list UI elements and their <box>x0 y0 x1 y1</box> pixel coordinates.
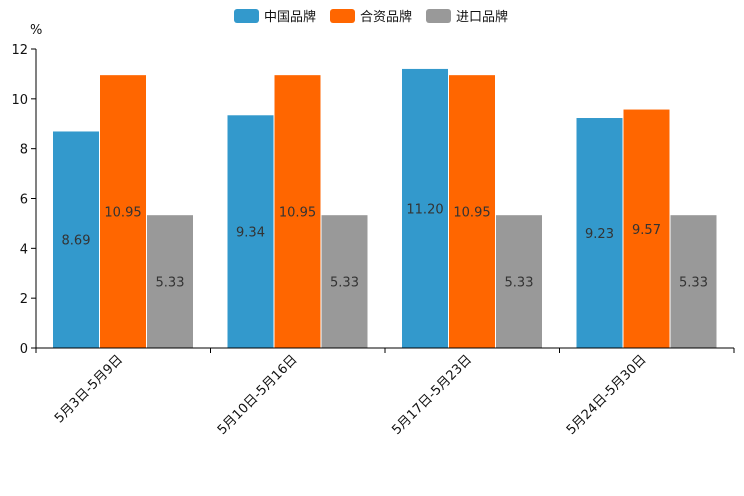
bar <box>227 115 274 348</box>
bar <box>321 215 368 348</box>
bar <box>496 215 542 348</box>
bar <box>147 215 193 348</box>
data-label: 10.95 <box>453 206 490 221</box>
y-tick-label: 8 <box>20 143 28 158</box>
legend-label: 进口品牌 <box>456 9 508 25</box>
data-label: 5.33 <box>505 276 534 291</box>
legend-label: 合资品牌 <box>360 9 412 25</box>
y-tick-label: 0 <box>20 342 28 357</box>
bar <box>274 75 321 348</box>
data-label: 5.33 <box>330 276 359 291</box>
y-tick-label: 6 <box>20 193 28 208</box>
data-label: 10.95 <box>104 206 141 221</box>
data-label: 10.95 <box>279 206 316 221</box>
x-tick-label: 5月10日-5月16日 <box>215 352 301 438</box>
legend-swatch <box>330 9 355 23</box>
data-label: 9.34 <box>236 226 265 241</box>
y-axis: 0 2 4 6 8 10 12 <box>11 43 37 357</box>
data-label: 11.20 <box>406 202 443 217</box>
data-label: 9.57 <box>632 223 661 238</box>
y-tick-label: 4 <box>20 242 28 257</box>
bar <box>576 118 623 348</box>
data-label: 5.33 <box>156 276 185 291</box>
x-axis: 5月3日-5月9日 5月10日-5月16日 5月17日-5月23日 5月24日-5月3… <box>35 347 735 438</box>
bar <box>100 75 146 348</box>
bar <box>670 215 717 348</box>
bar <box>53 131 99 348</box>
data-label: 5.33 <box>679 276 708 291</box>
legend: 中国品牌 合资品牌 进口品牌 <box>234 9 508 25</box>
bar <box>402 68 448 348</box>
bar <box>623 109 670 348</box>
y-tick-label: 12 <box>11 43 28 58</box>
legend-label: 中国品牌 <box>264 9 316 25</box>
y-tick-label: 2 <box>20 292 28 307</box>
x-tick-label: 5月24日-5月30日 <box>564 352 650 438</box>
legend-swatch <box>234 9 259 23</box>
bars: 8.69 10.95 5.33 9.34 10.95 5.33 11.20 10.95 5.33… <box>53 68 717 348</box>
x-tick-label: 5月3日-5月9日 <box>52 352 126 426</box>
bar <box>449 75 495 348</box>
y-axis-unit-label: % <box>30 23 42 38</box>
y-tick-label: 10 <box>11 93 28 108</box>
data-label: 9.23 <box>585 227 614 242</box>
x-tick-label: 5月17日-5月23日 <box>389 352 475 438</box>
legend-swatch <box>426 9 451 23</box>
data-label: 8.69 <box>62 234 91 249</box>
